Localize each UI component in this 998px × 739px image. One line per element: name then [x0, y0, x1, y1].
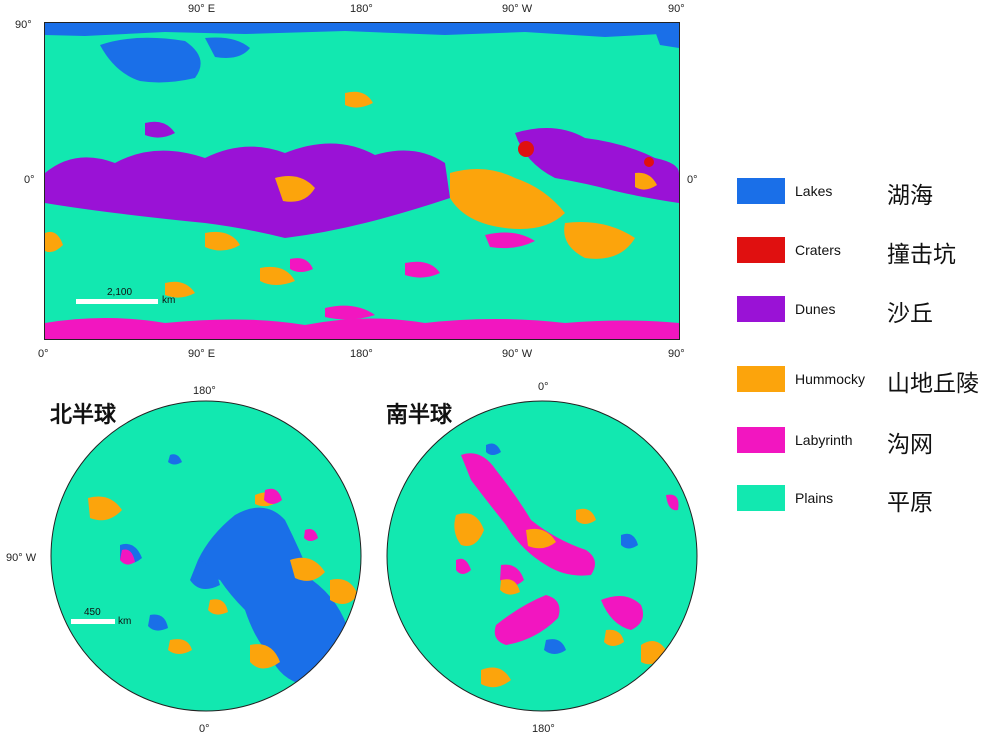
legend-label-en: Craters [795, 242, 841, 258]
top-tick-90w: 90° W [502, 3, 533, 15]
south-polar-map [386, 400, 698, 712]
legend-label-zh: 平原 [887, 490, 933, 516]
global-scale-unit: km [162, 295, 176, 306]
south-top-label: 0° [538, 381, 549, 393]
legend-label-zh: 湖海 [887, 183, 933, 209]
north-scale-bar [71, 619, 115, 624]
legend-label-zh: 沙丘 [887, 301, 933, 327]
north-left-label: 90° W [6, 552, 37, 564]
top-tick-90: 90° [668, 3, 685, 15]
north-polar-map: 450 km [50, 400, 362, 712]
legend-label-en: Dunes [795, 301, 836, 317]
bottom-tick-90w: 90° W [502, 348, 533, 360]
left-tick-0: 0° [24, 174, 35, 186]
bottom-tick-180: 180° [350, 348, 373, 360]
craters-swatch [737, 237, 785, 263]
north-bottom-label: 0° [199, 723, 210, 735]
legend-label-zh: 山地丘陵 [887, 371, 979, 397]
north-scale-unit: km [118, 616, 132, 627]
legend-label-en: Labyrinth [795, 432, 853, 448]
bottom-tick-90: 90° [668, 348, 685, 360]
legend-label-zh: 沟网 [887, 432, 933, 458]
north-polar-title: 北半球 [50, 403, 117, 428]
bottom-tick-0: 0° [38, 348, 49, 360]
south-polar-graphic [386, 400, 698, 712]
north-scale-value: 450 [84, 607, 101, 618]
labyrinth-swatch [737, 427, 785, 453]
legend-label-en: Lakes [795, 183, 833, 199]
south-bottom-label: 180° [532, 723, 555, 735]
plains-swatch [737, 485, 785, 511]
global-map: 2,100 km [44, 22, 680, 340]
legend-label-en: Hummocky [795, 371, 866, 387]
legend-label-zh: 撞击坑 [887, 242, 956, 268]
north-top-label: 180° [193, 385, 216, 397]
lakes-swatch [737, 178, 785, 204]
top-tick-90e: 90° E [188, 3, 216, 15]
global-scale-value: 2,100 [107, 287, 133, 298]
legend-label-en: Plains [795, 490, 834, 506]
top-tick-180: 180° [350, 3, 373, 15]
dunes-swatch [737, 296, 785, 322]
hummocky-swatch [737, 366, 785, 392]
right-tick-0: 0° [687, 174, 698, 186]
global-map-graphic [45, 23, 679, 339]
bottom-tick-90e: 90° E [188, 348, 216, 360]
south-polar-title: 南半球 [386, 403, 453, 428]
north-polar-graphic [50, 400, 362, 712]
global-scale-bar [76, 299, 158, 304]
left-tick-90: 90° [15, 19, 32, 31]
